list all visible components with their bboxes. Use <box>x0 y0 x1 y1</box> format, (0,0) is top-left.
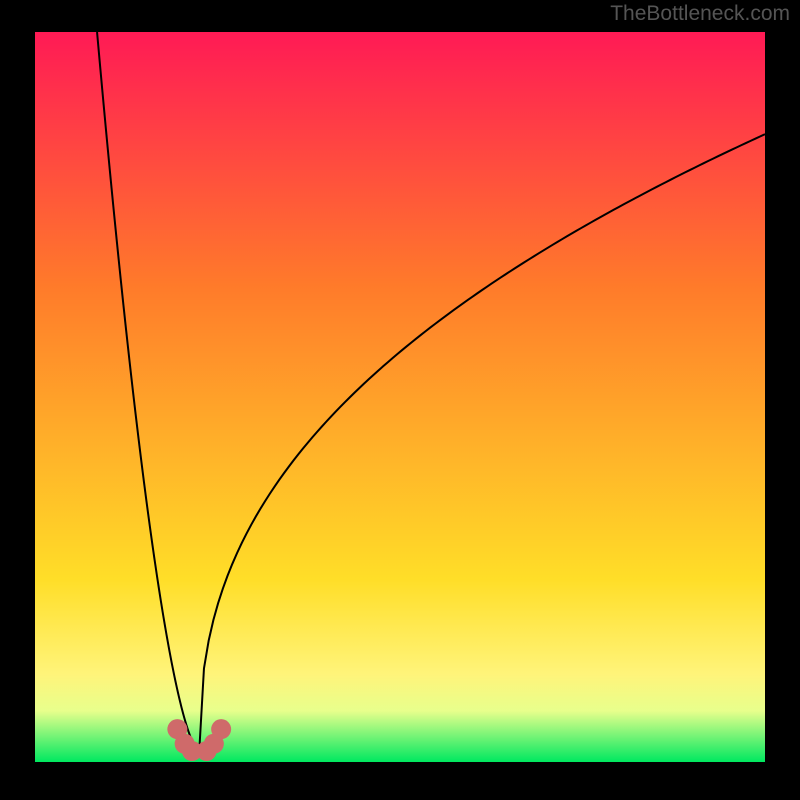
marker-point <box>211 719 231 739</box>
attribution-text: TheBottleneck.com <box>610 2 790 26</box>
plot-background <box>35 32 765 762</box>
chart-svg <box>0 0 800 800</box>
chart-frame: TheBottleneck.com <box>0 0 800 800</box>
